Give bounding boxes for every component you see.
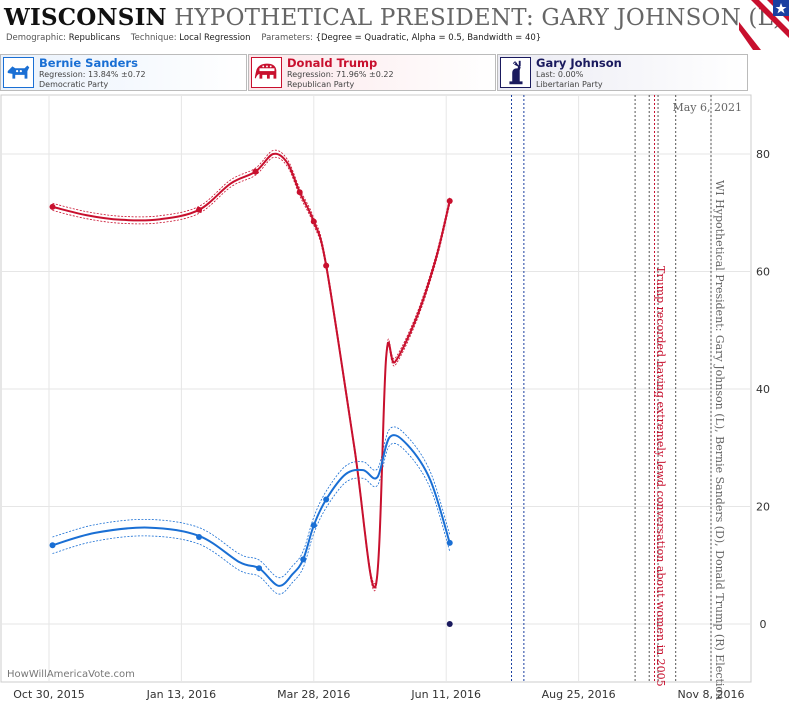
- point-bernie-sanders: [446, 539, 453, 546]
- x-tick-label: Mar 28, 2016: [277, 688, 350, 701]
- legend-regression: Regression: 71.96% ±0.22: [287, 70, 394, 79]
- band-bernie-sanders: [52, 442, 451, 595]
- legend-last: Last: 0.00%: [536, 70, 584, 79]
- curve-bernie-sanders: [52, 434, 451, 587]
- legend-item-trump[interactable]: Donald Trump Regression: 71.96% ±0.22 Re…: [248, 54, 496, 91]
- x-tick-label: Oct 30, 2015: [13, 688, 85, 701]
- legend-party: Republican Party: [287, 80, 355, 89]
- parameters-line: Demographic: Republicans Technique: Loca…: [6, 33, 541, 43]
- band-donald-trump: [52, 156, 451, 592]
- point-donald-trump: [310, 218, 317, 225]
- liberty-statue-icon: [500, 57, 531, 88]
- legend-item-johnson[interactable]: Gary Johnson Last: 0.00% Libertarian Par…: [497, 54, 748, 91]
- point-bernie-sanders: [300, 556, 307, 563]
- legend-name: Bernie Sanders: [39, 56, 138, 70]
- legend-item-sanders[interactable]: Bernie Sanders Regression: 13.84% ±0.72 …: [0, 54, 247, 91]
- point-bernie-sanders: [256, 565, 263, 572]
- demographic-label: Demographic:: [6, 33, 67, 43]
- legend-party: Democratic Party: [39, 80, 109, 89]
- chart-title: WISCONSIN HYPOTHETICAL PRESIDENT: GARY J…: [4, 4, 789, 31]
- confidence-bands: [52, 149, 451, 595]
- point-bernie-sanders: [49, 542, 56, 549]
- title-rest: HYPOTHETICAL PRESIDENT: GARY JOHNSON (L)…: [174, 5, 789, 31]
- y-tick-label: 20: [756, 501, 770, 514]
- point-donald-trump: [49, 203, 56, 210]
- point-donald-trump: [252, 168, 259, 175]
- point-bernie-sanders: [310, 522, 317, 529]
- point-bernie-sanders: [196, 534, 203, 541]
- watermark: HowWillAmericaVote.com: [7, 669, 135, 680]
- chart-plot: Oct 30, 2015 Jan 13, 2016 Mar 28, 2016 Jun …: [0, 94, 770, 701]
- flag-star-icon: [739, 0, 789, 50]
- donkey-icon: [3, 57, 34, 88]
- x-tick-label: Nov 8, 2016: [678, 688, 745, 701]
- point-gary-johnson: [446, 621, 453, 627]
- x-tick-label: Jun 11, 2016: [410, 688, 481, 701]
- parameters-value: {Degree = Quadratic, Alpha = 0.5, Bandwi…: [315, 33, 542, 43]
- technique-label: Technique:: [130, 33, 177, 43]
- technique-value: Local Regression: [179, 33, 251, 43]
- y-tick-label: 0: [760, 618, 767, 631]
- point-bernie-sanders: [323, 496, 330, 503]
- demographic-value: Republicans: [68, 33, 121, 43]
- y-tick-label: 60: [756, 266, 770, 279]
- x-tick-label: Jan 13, 2016: [146, 688, 216, 701]
- parameters-label: Parameters:: [261, 33, 313, 43]
- poll-points: [49, 168, 453, 627]
- band-bernie-sanders: [52, 426, 451, 579]
- legend-name: Gary Johnson: [536, 56, 622, 70]
- event-annotation: Trump recorded having extremely lewd con…: [654, 266, 667, 687]
- event-lines: [511, 95, 712, 682]
- legend-regression: Regression: 13.84% ±0.72: [39, 70, 146, 79]
- y-tick-label: 40: [756, 383, 770, 396]
- band-donald-trump: [52, 149, 451, 585]
- title-bar: WISCONSIN HYPOTHETICAL PRESIDENT: GARY J…: [0, 0, 789, 52]
- point-donald-trump: [323, 262, 330, 269]
- legend-party: Libertarian Party: [536, 80, 603, 89]
- date-stamp: May 6, 2021: [672, 101, 742, 114]
- x-tick-label: Aug 25, 2016: [542, 688, 616, 701]
- election-label: WI Hypothetical President: Gary Johnson …: [713, 180, 726, 700]
- point-donald-trump: [446, 198, 453, 204]
- y-tick-label: 80: [756, 148, 770, 161]
- elephant-icon: [251, 57, 282, 88]
- point-donald-trump: [196, 206, 203, 213]
- point-donald-trump: [296, 189, 303, 196]
- legend-name: Donald Trump: [287, 56, 378, 70]
- axes: Oct 30, 2015 Jan 13, 2016 Mar 28, 2016 Jun …: [13, 148, 770, 701]
- legend: Bernie Sanders Regression: 13.84% ±0.72 …: [0, 54, 789, 92]
- title-state: WISCONSIN: [4, 4, 167, 31]
